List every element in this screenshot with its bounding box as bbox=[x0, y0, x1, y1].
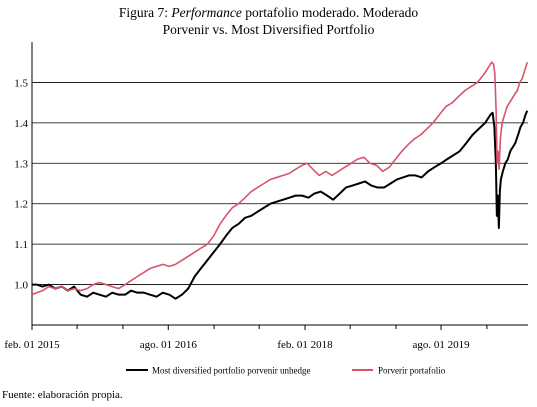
title-italic: Performance bbox=[171, 5, 242, 20]
title-prefix: Figura 7: bbox=[118, 5, 172, 20]
y-tick-label: 1.2 bbox=[14, 199, 28, 211]
legend-label: Porverir portafolio bbox=[378, 366, 446, 376]
series-line-porvenir bbox=[31, 61, 529, 296]
y-tick-label: 1.1 bbox=[14, 239, 28, 251]
y-tick-label: 1.5 bbox=[14, 77, 28, 89]
source-note: Fuente: elaboración propia. bbox=[2, 389, 123, 401]
x-tick-label: ago. 01 2016 bbox=[140, 339, 198, 351]
x-tick-label: feb. 01 2015 bbox=[4, 339, 60, 351]
chart-title-line-1: Figura 7: Performance portafolio moderad… bbox=[0, 4, 537, 21]
x-tick-label: ago. 01 2019 bbox=[412, 339, 470, 351]
series-line-mdp bbox=[32, 110, 529, 300]
chart-title-line-2: Porvenir vs. Most Diversified Portfolio bbox=[162, 22, 375, 37]
legend-label: Most diversified portfolio porvenir unhe… bbox=[152, 366, 310, 376]
title-line1-rest: portafolio moderado. Moderado bbox=[241, 5, 419, 20]
y-tick-label: 1.4 bbox=[14, 118, 28, 130]
x-tick-label: feb. 01 2018 bbox=[277, 339, 333, 351]
y-tick-label: 1.0 bbox=[14, 280, 28, 292]
chart-title: Figura 7: Performance portafolio moderad… bbox=[0, 4, 537, 38]
y-tick-label: 1.3 bbox=[14, 158, 28, 170]
